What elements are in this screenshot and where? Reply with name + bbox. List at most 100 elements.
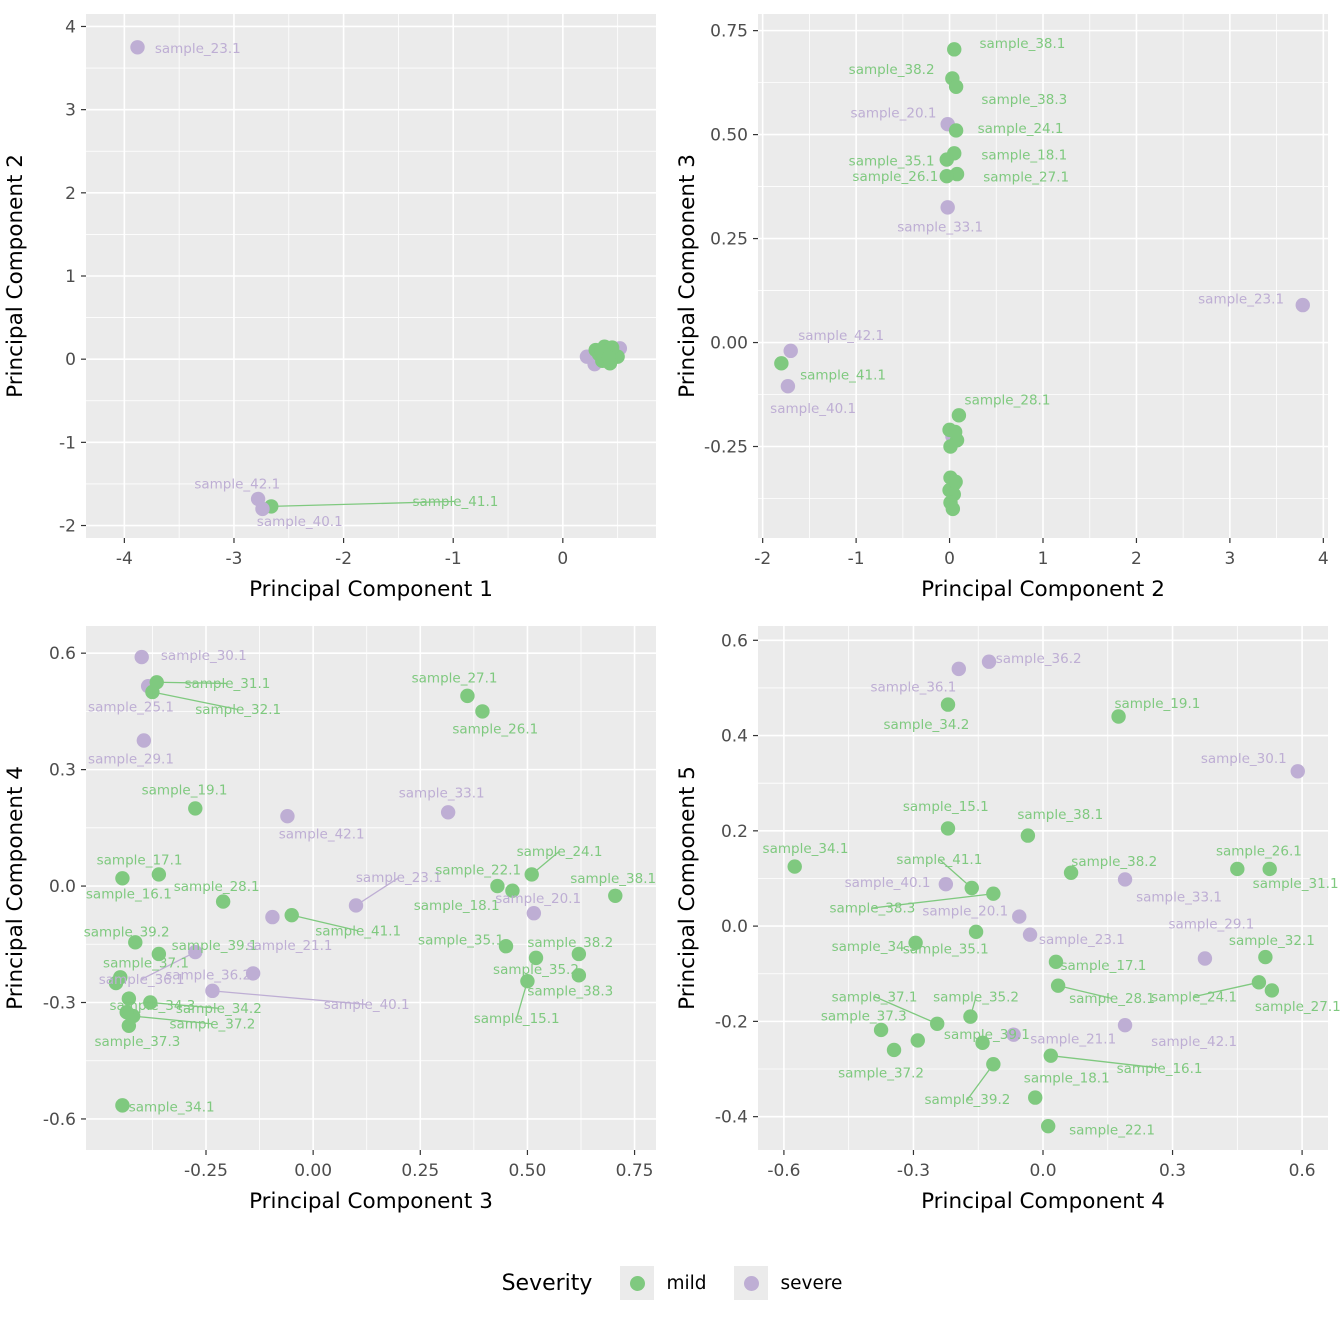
point-sample_38.3 [986,886,1001,901]
label-sample_42.1: sample_42.1 [798,328,884,344]
point-sample_18.1 [505,883,520,898]
label-sample_16.1: sample_16.1 [86,887,172,903]
label-sample_38.2: sample_38.2 [1071,854,1157,870]
label-sample_38.1: sample_38.1 [1017,807,1103,823]
data-points [774,42,1310,517]
point-sample_24.1 [1251,975,1267,990]
x-tick-label: -0.3 [897,1161,930,1181]
label-sample_34.3: sample_34.3 [109,998,195,1014]
label-sample_23.1: sample_23.1 [356,870,442,886]
point-sample_34.1 [115,1098,130,1113]
x-tick-label: 2 [1131,549,1142,569]
scatter-plot-pc3-pc4: sample_30.1 sample_25.1 sample_31.1 sample_… [3,626,656,1214]
label-sample_33.1: sample_33.1 [1136,889,1222,905]
label-sample_37.3: sample_37.3 [94,1034,180,1050]
y-tick-label: 0.25 [710,230,748,250]
point-labels: sample_23.1 sample_42.1 sample_41.1 sample_… [155,41,499,530]
point-sample_40.1 [255,501,270,517]
point-sample_28.1 [951,408,967,423]
point-sample_34.3 [908,935,923,950]
label-sample_41.1: sample_41.1 [315,923,401,939]
y-tick-label: 0.4 [721,727,748,747]
scatter-plot-pc2-pc3: sample_38.1 sample_38.2 sample_38.3 sample_… [675,14,1329,602]
point-sample_23.1 [1295,297,1310,313]
x-axis-title: Principal Component 3 [249,1189,493,1214]
label-sample_20.1: sample_20.1 [495,891,581,907]
legend-entry-severe: severe [734,1266,842,1300]
point-sample_23.1 [348,898,364,913]
label-sample_29.1: sample_29.1 [88,751,174,767]
data-point [108,975,124,991]
label-sample_15.1: sample_15.1 [474,1011,560,1027]
y-tick-label: 2 [65,184,76,204]
x-tick-label: 0.0 [1029,1161,1056,1181]
point-sample_37.2 [886,1042,902,1058]
point-sample_37.3 [873,1022,889,1038]
point-sample_35.1 [498,939,514,954]
label-sample_17.1: sample_17.1 [97,852,183,868]
point-sample_36.2 [245,966,261,981]
label-sample_36.2: sample_36.2 [165,967,251,983]
point-sample_24.1 [524,867,539,882]
label-sample_41.1: sample_41.1 [800,368,886,384]
y-tick-label: 0.6 [721,631,748,651]
x-tick-label: 0.6 [1289,1161,1316,1181]
label-sample_38.2: sample_38.2 [527,935,613,951]
point-sample_16.1 [1043,1048,1058,1063]
label-sample_34.2: sample_34.2 [883,717,969,733]
panel-pc1-vs-pc2: sample_23.1 sample_42.1 sample_41.1 sample_… [0,0,672,612]
label-sample_22.1: sample_22.1 [435,862,521,878]
y-tick-label: 4 [65,17,76,37]
y-tick-label: -0.4 [715,1108,748,1128]
label-sample_23.1: sample_23.1 [155,41,241,57]
point-sample_42.1 [280,808,295,824]
point-sample_35.2 [963,1009,978,1024]
data-points [787,654,1305,1134]
label-sample_34.3: sample_34.3 [832,939,918,955]
data-point [910,1033,925,1048]
label-sample_37.1: sample_37.1 [103,956,189,972]
point-sample_16.1 [115,871,130,886]
point-labels: sample_30.1 sample_25.1 sample_31.1 sample_… [84,648,656,1115]
point-sample_33.1 [440,805,456,820]
y-tick-label: 0.3 [49,761,76,781]
label-sample_33.1: sample_33.1 [897,220,983,236]
label-sample_35.1: sample_35.1 [903,942,989,958]
point-sample_20.1 [1012,909,1027,924]
x-tick-label: -0.6 [767,1161,800,1181]
x-tick-label: 3 [1224,549,1235,569]
label-sample_26.1: sample_26.1 [1216,844,1302,860]
point-sample_18.1 [1028,1090,1043,1105]
point-sample_27.1 [1264,983,1280,998]
legend-title: Severity [501,1270,593,1296]
point-sample_24.1 [948,123,964,138]
label-sample_41.1: sample_41.1 [412,494,498,510]
point-sample_40.1 [938,876,954,892]
y-tick-label: 3 [65,101,76,121]
label-sample_17.1: sample_17.1 [1061,958,1147,974]
y-tick-label: 0 [65,350,76,370]
legend-key-box-severe [734,1266,769,1300]
point-sample_40.1 [780,379,796,394]
label-sample_19.1: sample_19.1 [1114,696,1200,712]
label-sample_20.1: sample_20.1 [922,904,1008,920]
x-tick-label: 0.25 [401,1161,439,1181]
x-tick-label: -3 [226,549,243,569]
label-sample_27.1: sample_27.1 [1255,999,1341,1015]
label-sample_34.1: sample_34.1 [129,1099,215,1115]
label-sample_39.1: sample_39.1 [944,1027,1030,1043]
label-sample_38.1: sample_38.1 [570,871,656,887]
label-sample_18.1: sample_18.1 [981,147,1067,163]
y-tick-label: -0.25 [704,438,748,458]
point-sample_15.1 [940,821,956,836]
label-sample_37.2: sample_37.2 [838,1066,924,1082]
label-sample_38.2: sample_38.2 [849,62,935,78]
label-sample_26.1: sample_26.1 [852,169,938,185]
label-sample_40.1: sample_40.1 [845,875,931,891]
x-tick-label: -1 [848,549,865,569]
point-sample_19.1 [188,801,203,816]
label-sample_32.1: sample_32.1 [1229,933,1315,949]
label-sample_34.2: sample_34.2 [176,1001,262,1017]
data-point [943,439,958,454]
y-axis-title: Principal Component 3 [675,154,700,398]
